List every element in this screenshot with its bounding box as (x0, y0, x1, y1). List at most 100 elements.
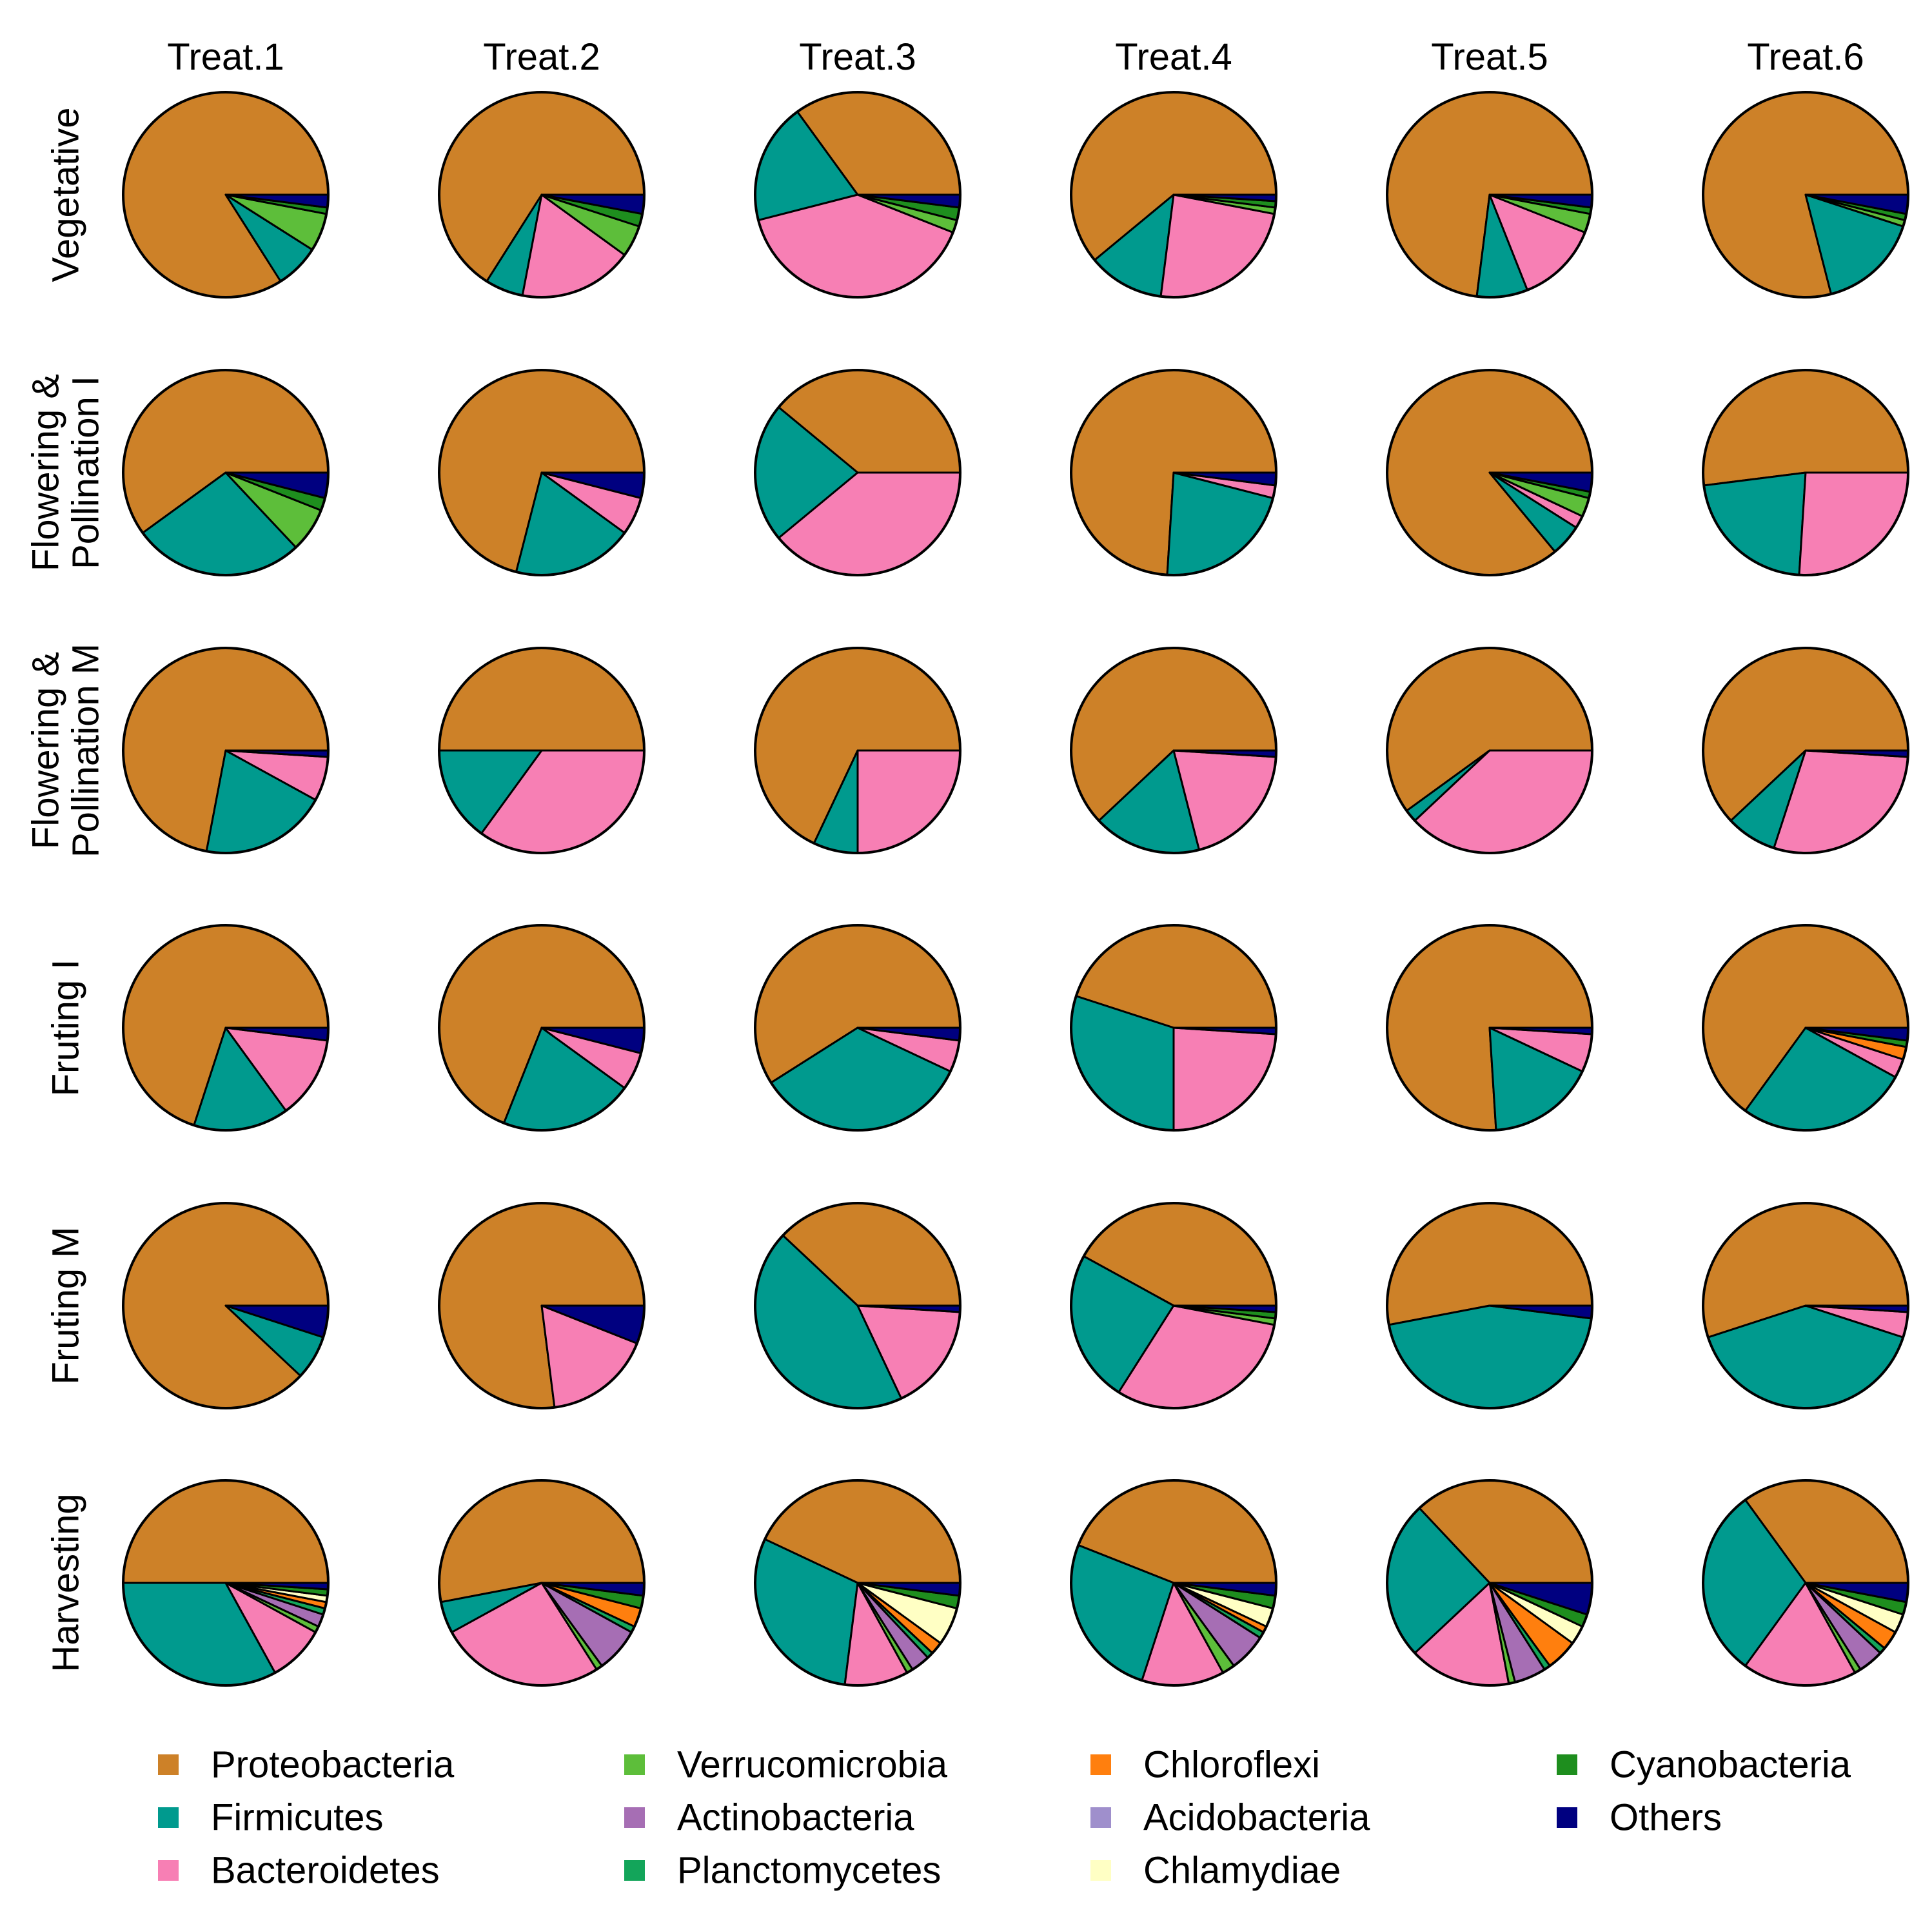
legend: Proteobacteria Firmicutes Bacteroidetes Ver… (158, 1744, 1851, 1892)
legend-item-firmicutes: Firmicutes (158, 1797, 383, 1839)
legend-label: Actinobacteria (677, 1797, 914, 1839)
slice-bacteroidetes (1798, 471, 1909, 576)
pie-outline (1702, 91, 1909, 299)
pie-vegetative-treat-1 (122, 91, 330, 299)
pie-fruting-m-treat-5 (1386, 1202, 1593, 1409)
legend-item-others: Others (1557, 1797, 1722, 1839)
pie-outline (1702, 924, 1909, 1132)
pie-flowering-pollination-i-treat-3 (754, 369, 961, 576)
pie-fruting-m-treat-2 (438, 1202, 646, 1409)
pie-vegetative-treat-4 (1070, 91, 1277, 299)
legend-swatch (1557, 1754, 1577, 1775)
slice-firmicutes (1388, 1304, 1593, 1409)
pie-flowering-pollination-m-treat-2 (438, 647, 646, 854)
pie-flowering-pollination-m-treat-4 (1070, 647, 1277, 854)
legend-item-chloroflexi: Chloroflexi (1090, 1744, 1320, 1786)
pie-fruting-i-treat-1 (122, 924, 330, 1132)
pie-outline (1070, 1202, 1277, 1409)
legend-swatch (624, 1754, 645, 1775)
legend-swatch (1090, 1807, 1111, 1828)
pie-outline (122, 369, 330, 576)
pie-fruting-m-treat-3 (754, 1202, 961, 1409)
legend-item-bacteroidetes: Bacteroidetes (158, 1850, 440, 1892)
legend-label: Acidobacteria (1143, 1797, 1370, 1839)
pie-outline (1386, 647, 1593, 854)
pie-flowering-pollination-m-treat-1 (122, 647, 330, 854)
column-label-4: Treat.4 (1115, 36, 1232, 78)
legend-item-planctomycetes: Planctomycetes (624, 1850, 941, 1892)
pie-fruting-i-treat-5 (1386, 924, 1593, 1132)
pie-outline (1702, 1479, 1909, 1687)
pie-outline (1386, 369, 1593, 576)
pie-outline (438, 91, 646, 299)
row-label-6-line-1: Harvesting (45, 1493, 87, 1672)
pie-outline (754, 924, 961, 1132)
pie-harvesting-treat-6 (1702, 1479, 1909, 1687)
column-label-5: Treat.5 (1431, 36, 1548, 78)
pie-outline (754, 647, 961, 854)
column-label-1: Treat.1 (167, 36, 284, 78)
pie-grid (122, 91, 1909, 1687)
legend-label: Firmicutes (211, 1797, 383, 1839)
pie-outline (122, 1479, 330, 1687)
pie-outline (754, 1202, 961, 1409)
pie-fruting-i-treat-4 (1070, 924, 1277, 1132)
pie-outline (754, 369, 961, 576)
column-label-2: Treat.2 (483, 36, 600, 78)
pie-fruting-i-treat-3 (754, 924, 961, 1132)
column-labels: Treat.1 Treat.2 Treat.3 Treat.4 Treat.5 Treat… (167, 36, 1864, 78)
legend-item-actinobacteria: Actinobacteria (624, 1797, 914, 1839)
pie-fruting-i-treat-6 (1702, 924, 1909, 1132)
pie-outline (438, 1202, 646, 1409)
pie-outline (438, 1479, 646, 1687)
pie-outline (1386, 91, 1593, 299)
pie-vegetative-treat-5 (1386, 91, 1593, 299)
slice-proteobacteria (438, 647, 646, 752)
legend-swatch (1090, 1860, 1111, 1881)
pie-outline (1702, 369, 1909, 576)
legend-label: Cyanobacteria (1610, 1744, 1851, 1786)
row-label-2-line-1: Flowering & (25, 374, 67, 571)
pie-outline (1070, 1479, 1277, 1687)
pie-flowering-pollination-m-treat-5 (1386, 647, 1593, 854)
slice-bacteroidetes (1172, 1026, 1277, 1132)
pie-outline (1386, 1479, 1593, 1687)
pie-outline (122, 91, 330, 299)
row-label-3-line-1: Flowering & (25, 652, 67, 849)
pie-flowering-pollination-i-treat-2 (438, 369, 646, 576)
pie-vegetative-treat-2 (438, 91, 646, 299)
pie-vegetative-treat-6 (1702, 91, 1909, 299)
legend-label: Verrucomicrobia (677, 1744, 948, 1786)
pie-fruting-m-treat-1 (122, 1202, 330, 1409)
pie-flowering-pollination-m-treat-3 (754, 647, 961, 854)
pie-harvesting-treat-5 (1386, 1479, 1593, 1687)
pie-outline (754, 91, 961, 299)
pie-flowering-pollination-i-treat-1 (122, 369, 330, 576)
pie-harvesting-treat-2 (438, 1479, 646, 1687)
pie-outline (1070, 369, 1277, 576)
legend-label: Proteobacteria (211, 1744, 455, 1786)
slice-proteobacteria (1702, 369, 1909, 487)
column-label-6: Treat.6 (1747, 36, 1864, 78)
row-label-1-line-1: Vegetative (45, 108, 87, 282)
legend-item-verrucomicrobia: Verrucomicrobia (624, 1744, 948, 1786)
pie-harvesting-treat-3 (754, 1479, 961, 1687)
legend-label: Planctomycetes (677, 1850, 941, 1892)
pie-outline (1386, 924, 1593, 1132)
pie-outline (1386, 1202, 1593, 1409)
pie-outline (438, 924, 646, 1132)
legend-swatch (1090, 1754, 1111, 1775)
pie-flowering-pollination-i-treat-5 (1386, 369, 1593, 576)
pie-fruting-m-treat-6 (1702, 1202, 1909, 1409)
legend-label: Chlamydiae (1143, 1850, 1341, 1892)
pie-flowering-pollination-i-treat-4 (1070, 369, 1277, 576)
pie-fruting-i-treat-2 (438, 924, 646, 1132)
slice-bacteroidetes (856, 749, 961, 854)
pie-outline (122, 1202, 330, 1409)
pie-harvesting-treat-4 (1070, 1479, 1277, 1687)
legend-label: Chloroflexi (1143, 1744, 1320, 1786)
legend-item-chlamydiae: Chlamydiae (1090, 1850, 1341, 1892)
pie-outline (1070, 647, 1277, 854)
pie-outline (1070, 91, 1277, 299)
